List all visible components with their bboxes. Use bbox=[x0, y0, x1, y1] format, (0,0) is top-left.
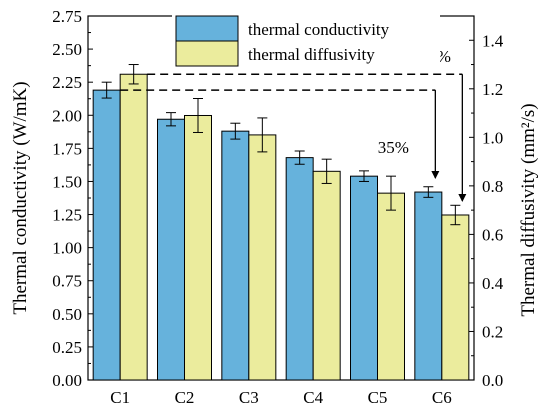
x-tick-label: C4 bbox=[303, 388, 323, 407]
x-tick-label: C6 bbox=[432, 388, 452, 407]
annotation-label: 35% bbox=[378, 138, 409, 157]
y-left-tick-label: 0.50 bbox=[52, 305, 82, 324]
legend-swatch-conductivity bbox=[175, 15, 239, 42]
legend-swatch-diffusivity bbox=[175, 40, 239, 67]
bar-series bbox=[92, 73, 470, 381]
y-right-tick-label: 0.0 bbox=[482, 371, 503, 390]
x-tick-label: C5 bbox=[368, 388, 388, 407]
bar-conductivity bbox=[221, 130, 250, 381]
bar-diffusivity bbox=[441, 214, 470, 381]
bar-conductivity bbox=[350, 175, 378, 381]
bar-diffusivity bbox=[119, 73, 148, 381]
y-right-tick-label: 0.4 bbox=[482, 274, 504, 293]
y-left-tick-label: 0.25 bbox=[52, 338, 82, 357]
bar-diffusivity bbox=[184, 114, 212, 381]
y-left-tick-label: 0.00 bbox=[52, 371, 82, 390]
error-bars bbox=[101, 64, 461, 226]
y-left-tick-label: 1.75 bbox=[52, 139, 82, 158]
y-left-tick-label: 2.75 bbox=[52, 7, 82, 26]
y-left-tick-label: 2.25 bbox=[52, 73, 82, 92]
x-axis: C1 C2 C3 C4 C5 C6 bbox=[110, 375, 452, 407]
right-axis: 0.0 0.2 0.4 0.6 0.8 1.0 1.2 1.4 bbox=[469, 15, 504, 390]
bar-conductivity bbox=[157, 118, 185, 381]
y-right-tick-label: 0.6 bbox=[482, 225, 503, 244]
bar-conductivity bbox=[414, 191, 443, 381]
y-left-tick-label: 2.50 bbox=[52, 40, 82, 59]
legend-label-conductivity: thermal conductivity bbox=[248, 20, 390, 39]
bar-conductivity bbox=[285, 157, 314, 381]
y-left-tick-label: 1.00 bbox=[52, 239, 82, 258]
bar-diffusivity bbox=[377, 192, 405, 381]
x-tick-label: C1 bbox=[110, 388, 130, 407]
bar-diffusivity bbox=[312, 170, 341, 381]
y-right-tick-label: 1.4 bbox=[482, 31, 504, 50]
left-axis: 0.00 0.25 0.50 0.75 1.00 1.25 1.50 1.75 2.00 2.25… bbox=[52, 7, 93, 390]
y-left-tick-label: 2.00 bbox=[52, 106, 82, 125]
bar-conductivity bbox=[92, 89, 121, 381]
y-right-tick-label: 1.0 bbox=[482, 128, 503, 147]
bar-diffusivity bbox=[248, 134, 277, 381]
y-right-tick-label: 0.8 bbox=[482, 177, 503, 196]
y-axis-left-label: Thermal conductivity (W/mK) bbox=[10, 81, 31, 314]
y-left-tick-label: 0.75 bbox=[52, 272, 82, 291]
x-tick-label: C3 bbox=[239, 388, 259, 407]
y-right-tick-label: 1.2 bbox=[482, 80, 503, 99]
x-tick-label: C2 bbox=[175, 388, 195, 407]
y-axis-right-label: Thermal diffusivity (mm²/s) bbox=[518, 103, 539, 316]
y-left-tick-label: 1.25 bbox=[52, 206, 82, 225]
legend: thermal conductivity thermal diffusivity bbox=[172, 15, 440, 67]
y-left-tick-label: 1.50 bbox=[52, 172, 82, 191]
y-right-tick-label: 0.2 bbox=[482, 322, 503, 341]
legend-label-diffusivity: thermal diffusivity bbox=[248, 45, 375, 64]
